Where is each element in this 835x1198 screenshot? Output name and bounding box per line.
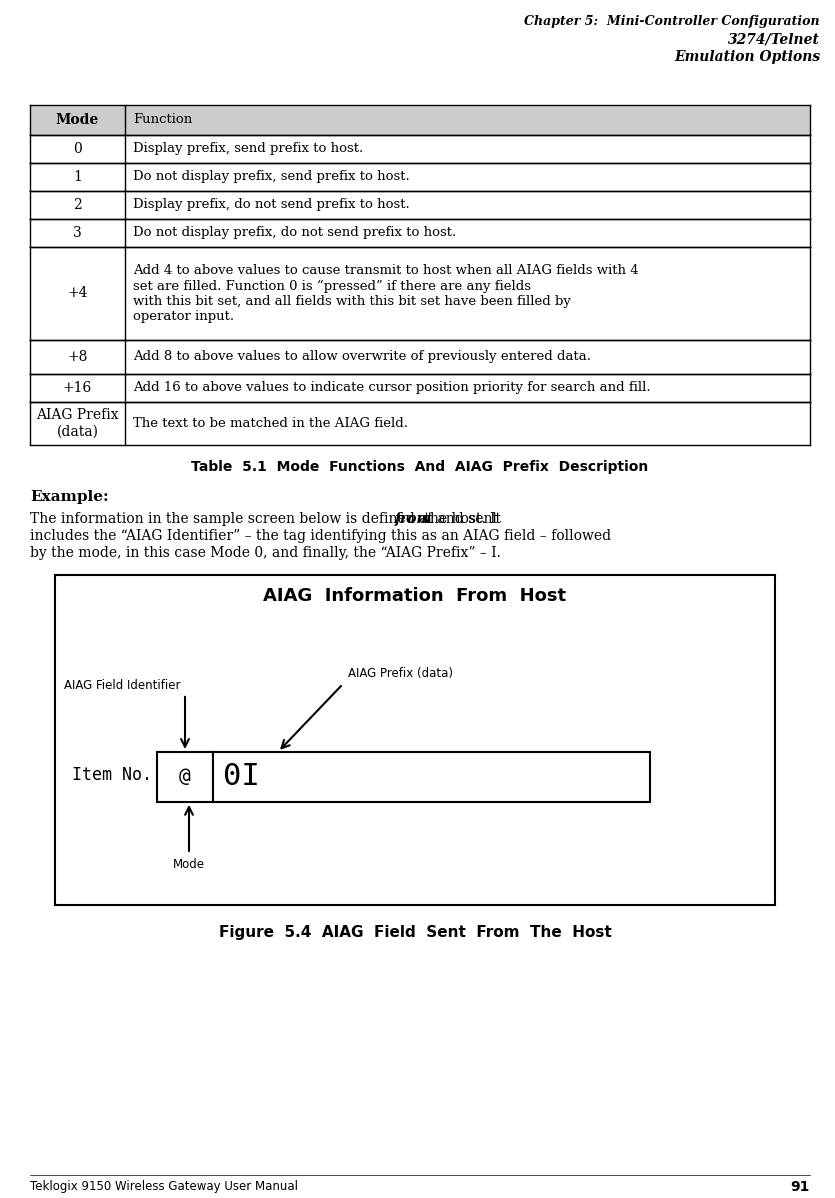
Text: +8: +8 bbox=[68, 350, 88, 364]
Text: Table  5.1  Mode  Functions  And  AIAG  Prefix  Description: Table 5.1 Mode Functions And AIAG Prefix… bbox=[191, 460, 649, 474]
Text: Mode: Mode bbox=[56, 113, 99, 127]
Text: The text to be matched in the AIAG field.: The text to be matched in the AIAG field… bbox=[133, 417, 408, 430]
Text: Example:: Example: bbox=[30, 490, 109, 504]
Text: 91: 91 bbox=[791, 1180, 810, 1194]
Text: 2: 2 bbox=[73, 198, 82, 212]
Text: Item No.: Item No. bbox=[72, 766, 152, 783]
Text: 1: 1 bbox=[73, 170, 82, 184]
Text: 0I: 0I bbox=[223, 762, 260, 792]
Text: Figure  5.4  AIAG  Field  Sent  From  The  Host: Figure 5.4 AIAG Field Sent From The Host bbox=[219, 925, 611, 940]
Bar bbox=[213, 752, 650, 801]
Text: The information in the sample screen below is defined at and sent: The information in the sample screen bel… bbox=[30, 512, 503, 526]
Text: Add 16 to above values to indicate cursor position priority for search and fill.: Add 16 to above values to indicate curso… bbox=[133, 381, 650, 394]
Text: +4: +4 bbox=[68, 286, 88, 301]
Text: Chapter 5:  Mini-Controller Configuration: Chapter 5: Mini-Controller Configuration bbox=[524, 16, 820, 28]
Text: Mode: Mode bbox=[173, 858, 205, 871]
Bar bbox=[55, 575, 775, 904]
Text: 0: 0 bbox=[73, 143, 82, 156]
Text: Emulation Options: Emulation Options bbox=[674, 50, 820, 63]
Text: 3: 3 bbox=[73, 226, 82, 240]
Text: AIAG Prefix (data): AIAG Prefix (data) bbox=[348, 667, 453, 680]
Text: Display prefix, send prefix to host.: Display prefix, send prefix to host. bbox=[133, 143, 363, 156]
Text: includes the “AIAG Identifier” – the tag identifying this as an AIAG field – fol: includes the “AIAG Identifier” – the tag… bbox=[30, 530, 611, 543]
Text: AIAG Prefix
(data): AIAG Prefix (data) bbox=[36, 409, 119, 438]
Text: the host. It: the host. It bbox=[420, 512, 501, 526]
Text: Add 8 to above values to allow overwrite of previously entered data.: Add 8 to above values to allow overwrite… bbox=[133, 351, 591, 363]
Bar bbox=[157, 752, 213, 801]
Text: AIAG Field Identifier: AIAG Field Identifier bbox=[64, 679, 181, 692]
Text: @: @ bbox=[180, 768, 191, 786]
Text: Display prefix, do not send prefix to host.: Display prefix, do not send prefix to ho… bbox=[133, 199, 410, 212]
Text: 3274/Telnet: 3274/Telnet bbox=[728, 34, 820, 47]
Text: AIAG  Information  From  Host: AIAG Information From Host bbox=[263, 587, 567, 605]
Text: by the mode, in this case Mode 0, and finally, the “AIAG Prefix” – I.: by the mode, in this case Mode 0, and fi… bbox=[30, 546, 501, 559]
Text: Do not display prefix, send prefix to host.: Do not display prefix, send prefix to ho… bbox=[133, 170, 410, 183]
Text: Do not display prefix, do not send prefix to host.: Do not display prefix, do not send prefi… bbox=[133, 226, 456, 240]
Text: Teklogix 9150 Wireless Gateway User Manual: Teklogix 9150 Wireless Gateway User Manu… bbox=[30, 1180, 298, 1193]
Text: Add 4 to above values to cause transmit to host when all AIAG fields with 4
set : Add 4 to above values to cause transmit … bbox=[133, 265, 639, 322]
Text: Function: Function bbox=[133, 114, 192, 127]
Text: from: from bbox=[394, 512, 432, 526]
Text: +16: +16 bbox=[63, 381, 92, 395]
Bar bbox=[30, 105, 810, 135]
